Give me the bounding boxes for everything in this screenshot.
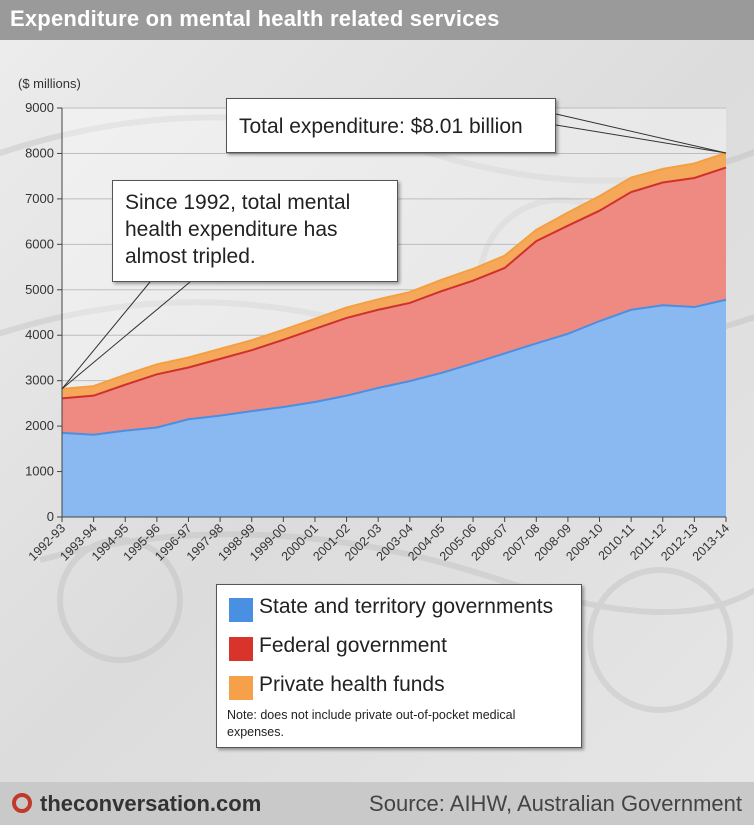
legend: State and territory governments Federal … — [216, 584, 582, 748]
y-tick-label: 2000 — [25, 418, 54, 433]
brand-link[interactable]: theconversation.com — [40, 791, 262, 816]
legend-label-federal: Federal government — [259, 634, 447, 657]
callout-pointer-total-top — [555, 113, 727, 154]
legend-label-private: Private health funds — [259, 673, 445, 696]
callout-pointer-since-left — [61, 281, 151, 390]
y-axis-label: ($ millions) — [18, 76, 81, 91]
legend-note: Note: does not include private out-of-po… — [227, 708, 516, 739]
y-tick-label: 0 — [47, 509, 54, 524]
tripled-callout: Since 1992, total mental health expendit… — [112, 180, 398, 282]
y-tick-label: 4000 — [25, 327, 54, 342]
title-bar: Expenditure on mental health related ser… — [0, 0, 754, 40]
footer — [0, 782, 754, 825]
area-chart: 0100020003000400050006000700080009000199… — [25, 100, 732, 564]
page-title: Expenditure on mental health related ser… — [10, 6, 500, 31]
y-tick-label: 5000 — [25, 282, 54, 297]
y-tick-label: 9000 — [25, 100, 54, 115]
series-line-state — [61, 298, 727, 436]
source-credit: Source: AIHW, Australian Government — [369, 791, 742, 816]
y-tick-label: 8000 — [25, 145, 54, 160]
conversation-logo-icon — [12, 793, 32, 813]
series-line-private — [61, 152, 727, 390]
legend-swatch-federal — [229, 637, 253, 661]
total-expenditure-callout: Total expenditure: $8.01 billion — [226, 98, 556, 153]
series-area-state — [62, 299, 726, 517]
legend-label-state: State and territory governments — [259, 595, 554, 618]
y-tick-label: 6000 — [25, 236, 54, 251]
series-area-federal — [62, 167, 726, 435]
y-tick-label: 3000 — [25, 373, 54, 388]
callout-pointer-since-right — [61, 281, 191, 390]
callout-pointer-total-bottom — [555, 124, 727, 154]
series-line-federal — [61, 166, 727, 400]
y-tick-label: 7000 — [25, 191, 54, 206]
y-tick-label: 1000 — [25, 464, 54, 479]
legend-swatch-state — [229, 598, 253, 622]
legend-swatch-private — [229, 676, 253, 700]
